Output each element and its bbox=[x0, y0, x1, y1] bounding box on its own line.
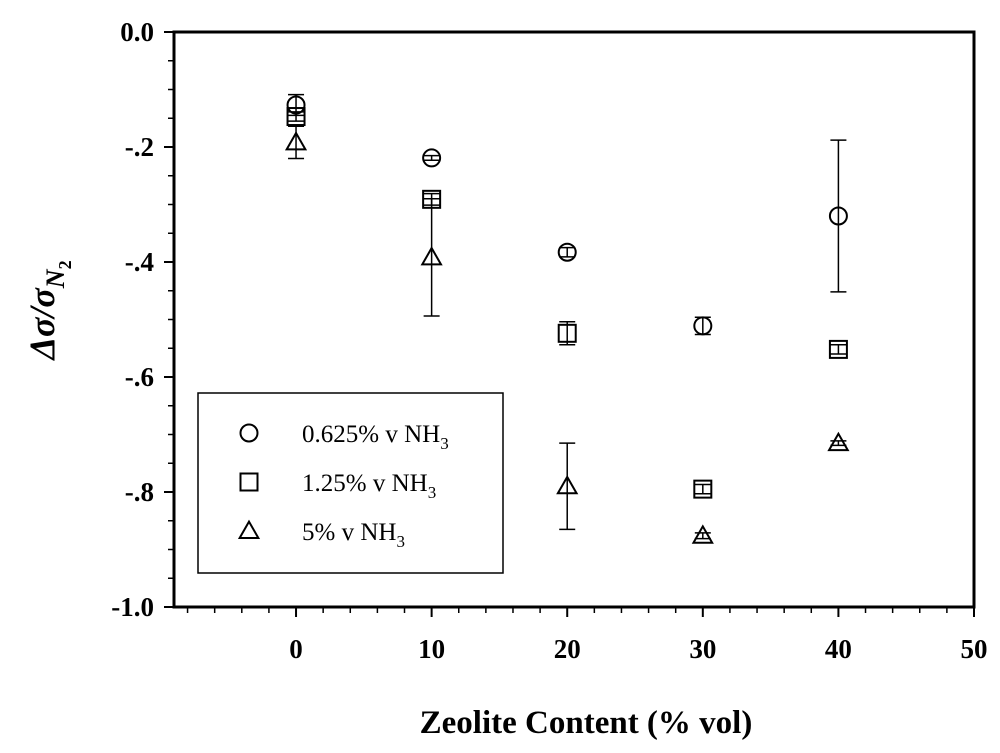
square-marker bbox=[239, 472, 259, 492]
square-marker bbox=[828, 339, 848, 359]
square-marker bbox=[557, 323, 577, 343]
data-point bbox=[691, 524, 714, 544]
series-circle bbox=[286, 93, 848, 336]
square-marker bbox=[286, 107, 306, 127]
series bbox=[284, 93, 850, 544]
legend-label: 0.625% v NH3 bbox=[302, 421, 449, 453]
y-tick-label: -.6 bbox=[125, 362, 154, 392]
triangle-marker bbox=[237, 519, 261, 540]
legend: 0.625% v NH3 1.25% v NH3 5% v NH3 bbox=[197, 392, 504, 574]
ticks bbox=[164, 31, 975, 617]
y-axis-title: Δσ/σN2 bbox=[22, 260, 75, 361]
circle-marker bbox=[693, 316, 713, 336]
x-tick-label: 10 bbox=[418, 634, 445, 664]
series-square bbox=[286, 107, 848, 499]
x-tick-label: 20 bbox=[554, 634, 581, 664]
circle-marker bbox=[828, 206, 848, 226]
legend-label: 5% v NH3 bbox=[302, 519, 405, 551]
data-point bbox=[557, 321, 577, 346]
circle-marker bbox=[557, 242, 577, 262]
x-axis-title: Zeolite Content (% vol) bbox=[420, 705, 753, 741]
triangle-marker bbox=[284, 131, 308, 151]
legend-box bbox=[197, 392, 504, 574]
legend-entry: 0.625% v NH3 bbox=[239, 421, 449, 453]
legend-entry: 5% v NH3 bbox=[237, 519, 405, 551]
circle-marker bbox=[422, 148, 442, 168]
data-point bbox=[828, 139, 848, 293]
y-tick-label: -1.0 bbox=[111, 592, 154, 622]
y-tick-label: 0.0 bbox=[120, 17, 154, 47]
data-point bbox=[422, 148, 442, 168]
data-point bbox=[693, 316, 713, 336]
data-point bbox=[557, 242, 577, 262]
triangle-marker bbox=[827, 431, 850, 452]
x-tick-label: 40 bbox=[825, 634, 852, 664]
x-tick-label: 50 bbox=[961, 634, 988, 664]
x-tick-label: 30 bbox=[689, 634, 716, 664]
x-tick-label: 0 bbox=[289, 634, 303, 664]
series-triangle bbox=[284, 125, 850, 544]
triangle-marker bbox=[691, 524, 714, 544]
square-marker bbox=[693, 479, 713, 499]
y-tick-label: -.2 bbox=[125, 132, 154, 162]
data-point bbox=[556, 442, 579, 531]
y-tick-label: -.8 bbox=[125, 477, 154, 507]
legend-entry: 1.25% v NH3 bbox=[239, 470, 436, 502]
data-point bbox=[827, 431, 850, 452]
data-point bbox=[284, 125, 308, 160]
data-point bbox=[828, 339, 848, 359]
y-axis-title-subsubscript: 2 bbox=[55, 260, 75, 269]
legend-label: 1.25% v NH3 bbox=[302, 470, 436, 502]
data-point bbox=[420, 198, 443, 317]
triangle-marker bbox=[420, 246, 443, 266]
triangle-marker bbox=[556, 474, 579, 495]
y-tick-label: -.4 bbox=[125, 247, 154, 277]
circle-marker bbox=[239, 423, 259, 443]
data-point bbox=[286, 107, 306, 127]
y-axis-title-subscript: N bbox=[41, 268, 70, 289]
tick-labels: 0.0 -.2 -.4 -.6 -.8 -1.0 0 10 20 30 40 50 bbox=[111, 17, 987, 664]
y-axis-title-main: Δσ/σ bbox=[22, 287, 62, 362]
data-point bbox=[693, 479, 713, 499]
